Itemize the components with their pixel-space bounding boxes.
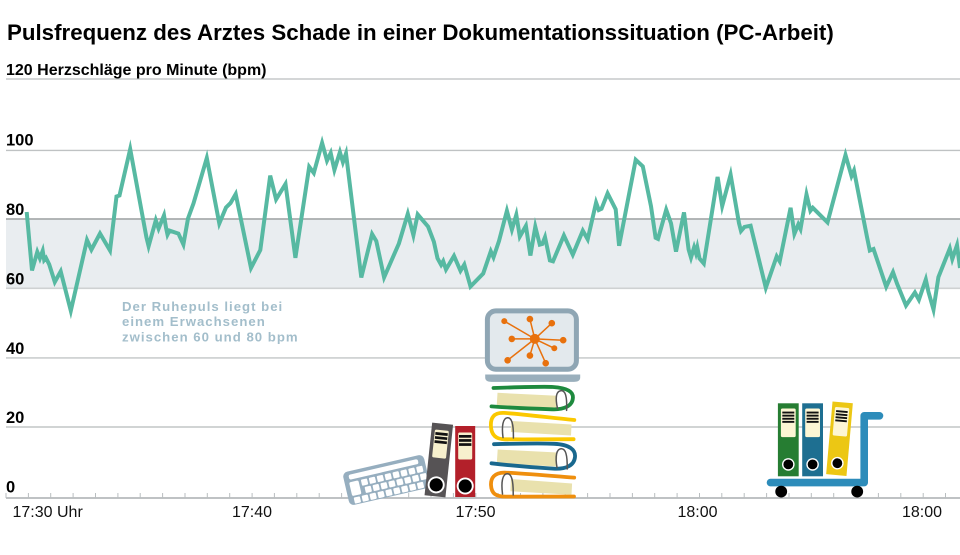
svg-text:80: 80	[6, 201, 24, 219]
svg-text:18:00: 18:00	[678, 504, 718, 521]
svg-text:0: 0	[6, 479, 15, 497]
svg-text:zwischen 60 und 80 bpm: zwischen 60 und 80 bpm	[122, 329, 299, 344]
svg-text:einem Erwachsenen: einem Erwachsenen	[122, 314, 266, 329]
svg-text:17:40: 17:40	[232, 504, 272, 521]
svg-text:60: 60	[6, 271, 24, 289]
svg-text:Der Ruhepuls liegt bei: Der Ruhepuls liegt bei	[122, 299, 283, 314]
svg-text:17:50: 17:50	[456, 504, 496, 521]
svg-text:17:30 Uhr: 17:30 Uhr	[13, 504, 84, 521]
svg-text:40: 40	[6, 340, 24, 358]
svg-text:120 Herzschläge pro Minute (bp: 120 Herzschläge pro Minute (bpm)	[6, 62, 267, 79]
svg-text:18:00: 18:00	[902, 504, 942, 521]
svg-text:20: 20	[6, 409, 24, 427]
svg-text:100: 100	[6, 132, 34, 150]
svg-text:Pulsfrequenz des Arztes Schade: Pulsfrequenz des Arztes Schade in einer …	[7, 20, 834, 45]
